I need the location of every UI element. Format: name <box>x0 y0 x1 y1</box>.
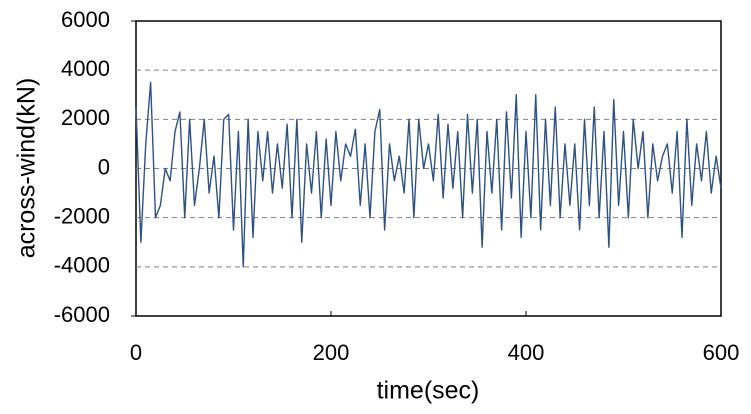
y-tick-label: 6000 <box>61 7 110 32</box>
x-tick-label: 400 <box>508 340 545 365</box>
y-tick-label: 0 <box>98 154 110 179</box>
data-line <box>135 81 722 268</box>
x-tick-label: 600 <box>703 340 740 365</box>
y-tick-label: -2000 <box>54 203 110 228</box>
x-tick-label: 0 <box>130 340 142 365</box>
y-axis-label: across-wind(kN) <box>13 78 41 259</box>
x-tick-label: 200 <box>313 340 350 365</box>
y-tick-label: 2000 <box>61 105 110 130</box>
y-tick-label: -6000 <box>54 302 110 327</box>
y-tick-label: -4000 <box>54 253 110 278</box>
x-axis-label: time(sec) <box>377 377 480 405</box>
y-tick-label: 4000 <box>61 56 110 81</box>
